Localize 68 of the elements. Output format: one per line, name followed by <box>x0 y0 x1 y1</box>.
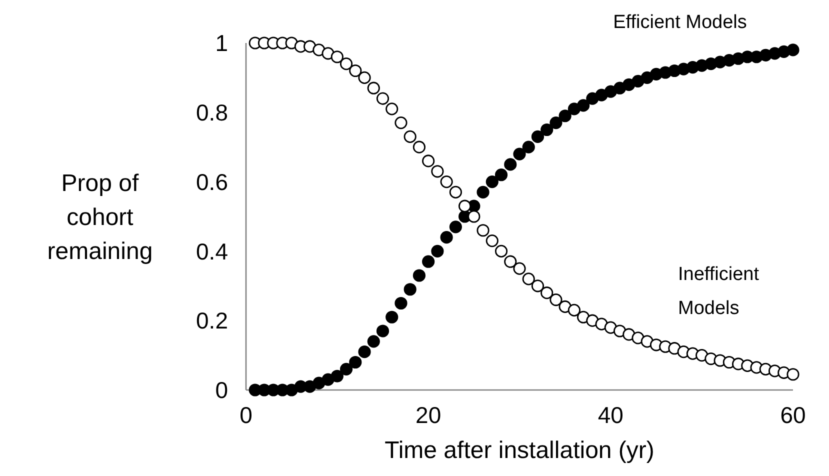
point <box>531 130 544 143</box>
point <box>367 335 380 348</box>
point <box>340 362 353 376</box>
point <box>531 280 544 292</box>
point <box>422 255 435 268</box>
point <box>586 314 599 327</box>
series-label: Inefficient Models <box>678 264 760 319</box>
point <box>504 255 517 268</box>
point <box>358 346 371 358</box>
point <box>786 44 800 56</box>
point <box>431 165 444 178</box>
point <box>550 293 562 306</box>
point <box>786 368 800 381</box>
point <box>394 116 408 130</box>
point <box>449 186 462 198</box>
y-tick-label: 0.4 <box>196 238 228 264</box>
x-tick-label: 40 <box>598 402 624 428</box>
point <box>349 64 362 78</box>
point <box>476 224 490 237</box>
point <box>412 140 426 154</box>
point <box>440 231 453 244</box>
point <box>376 324 390 338</box>
series-label: Efficient Models <box>613 12 747 33</box>
point <box>358 71 371 84</box>
point <box>449 220 462 234</box>
y-tick-label: 0.2 <box>196 308 228 334</box>
point <box>476 186 490 198</box>
point <box>486 176 498 188</box>
point <box>568 304 580 316</box>
point <box>404 283 416 296</box>
y-tick-label: 0.8 <box>196 99 228 126</box>
point <box>540 123 554 136</box>
point <box>513 262 526 275</box>
point <box>376 92 390 105</box>
point <box>386 310 398 324</box>
point <box>330 370 344 382</box>
point <box>494 244 508 258</box>
point <box>386 102 398 116</box>
point <box>522 140 535 154</box>
point <box>494 168 508 182</box>
point <box>540 286 554 300</box>
point <box>558 110 572 122</box>
point <box>550 116 562 130</box>
point <box>394 296 408 310</box>
point <box>513 148 526 160</box>
point <box>330 50 344 64</box>
point <box>522 272 535 286</box>
point <box>577 99 590 112</box>
x-axis-title: Time after installation (yr) <box>384 437 654 464</box>
y-tick-label: 0 <box>215 377 228 404</box>
point <box>440 176 453 188</box>
y-tick-label: 1 <box>215 30 228 56</box>
x-tick-label: 20 <box>416 402 442 428</box>
point <box>468 210 480 223</box>
point <box>349 356 362 369</box>
point <box>367 82 380 94</box>
y-tick-label: 0.6 <box>196 168 228 195</box>
y-axis-title: Prop of cohort remaining <box>47 170 153 265</box>
point <box>431 244 444 258</box>
x-tick-label: 60 <box>780 402 806 428</box>
point <box>504 158 517 171</box>
point <box>404 130 416 143</box>
point <box>422 154 435 168</box>
point <box>340 58 353 70</box>
point <box>458 200 472 212</box>
point <box>486 234 498 248</box>
point <box>412 269 426 282</box>
x-tick-label: 0 <box>240 402 252 428</box>
